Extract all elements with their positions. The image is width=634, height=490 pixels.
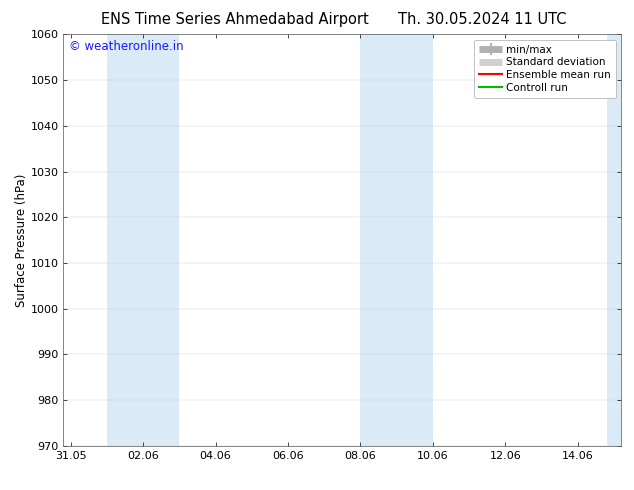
Text: ENS Time Series Ahmedabad Airport: ENS Time Series Ahmedabad Airport (101, 12, 368, 27)
Legend: min/max, Standard deviation, Ensemble mean run, Controll run: min/max, Standard deviation, Ensemble me… (474, 40, 616, 98)
Bar (107, 34, 179, 446)
Bar (607, 34, 621, 446)
Y-axis label: Surface Pressure (hPa): Surface Pressure (hPa) (15, 173, 28, 307)
Bar (361, 34, 433, 446)
Text: Th. 30.05.2024 11 UTC: Th. 30.05.2024 11 UTC (398, 12, 566, 27)
Text: © weatheronline.in: © weatheronline.in (69, 41, 184, 53)
